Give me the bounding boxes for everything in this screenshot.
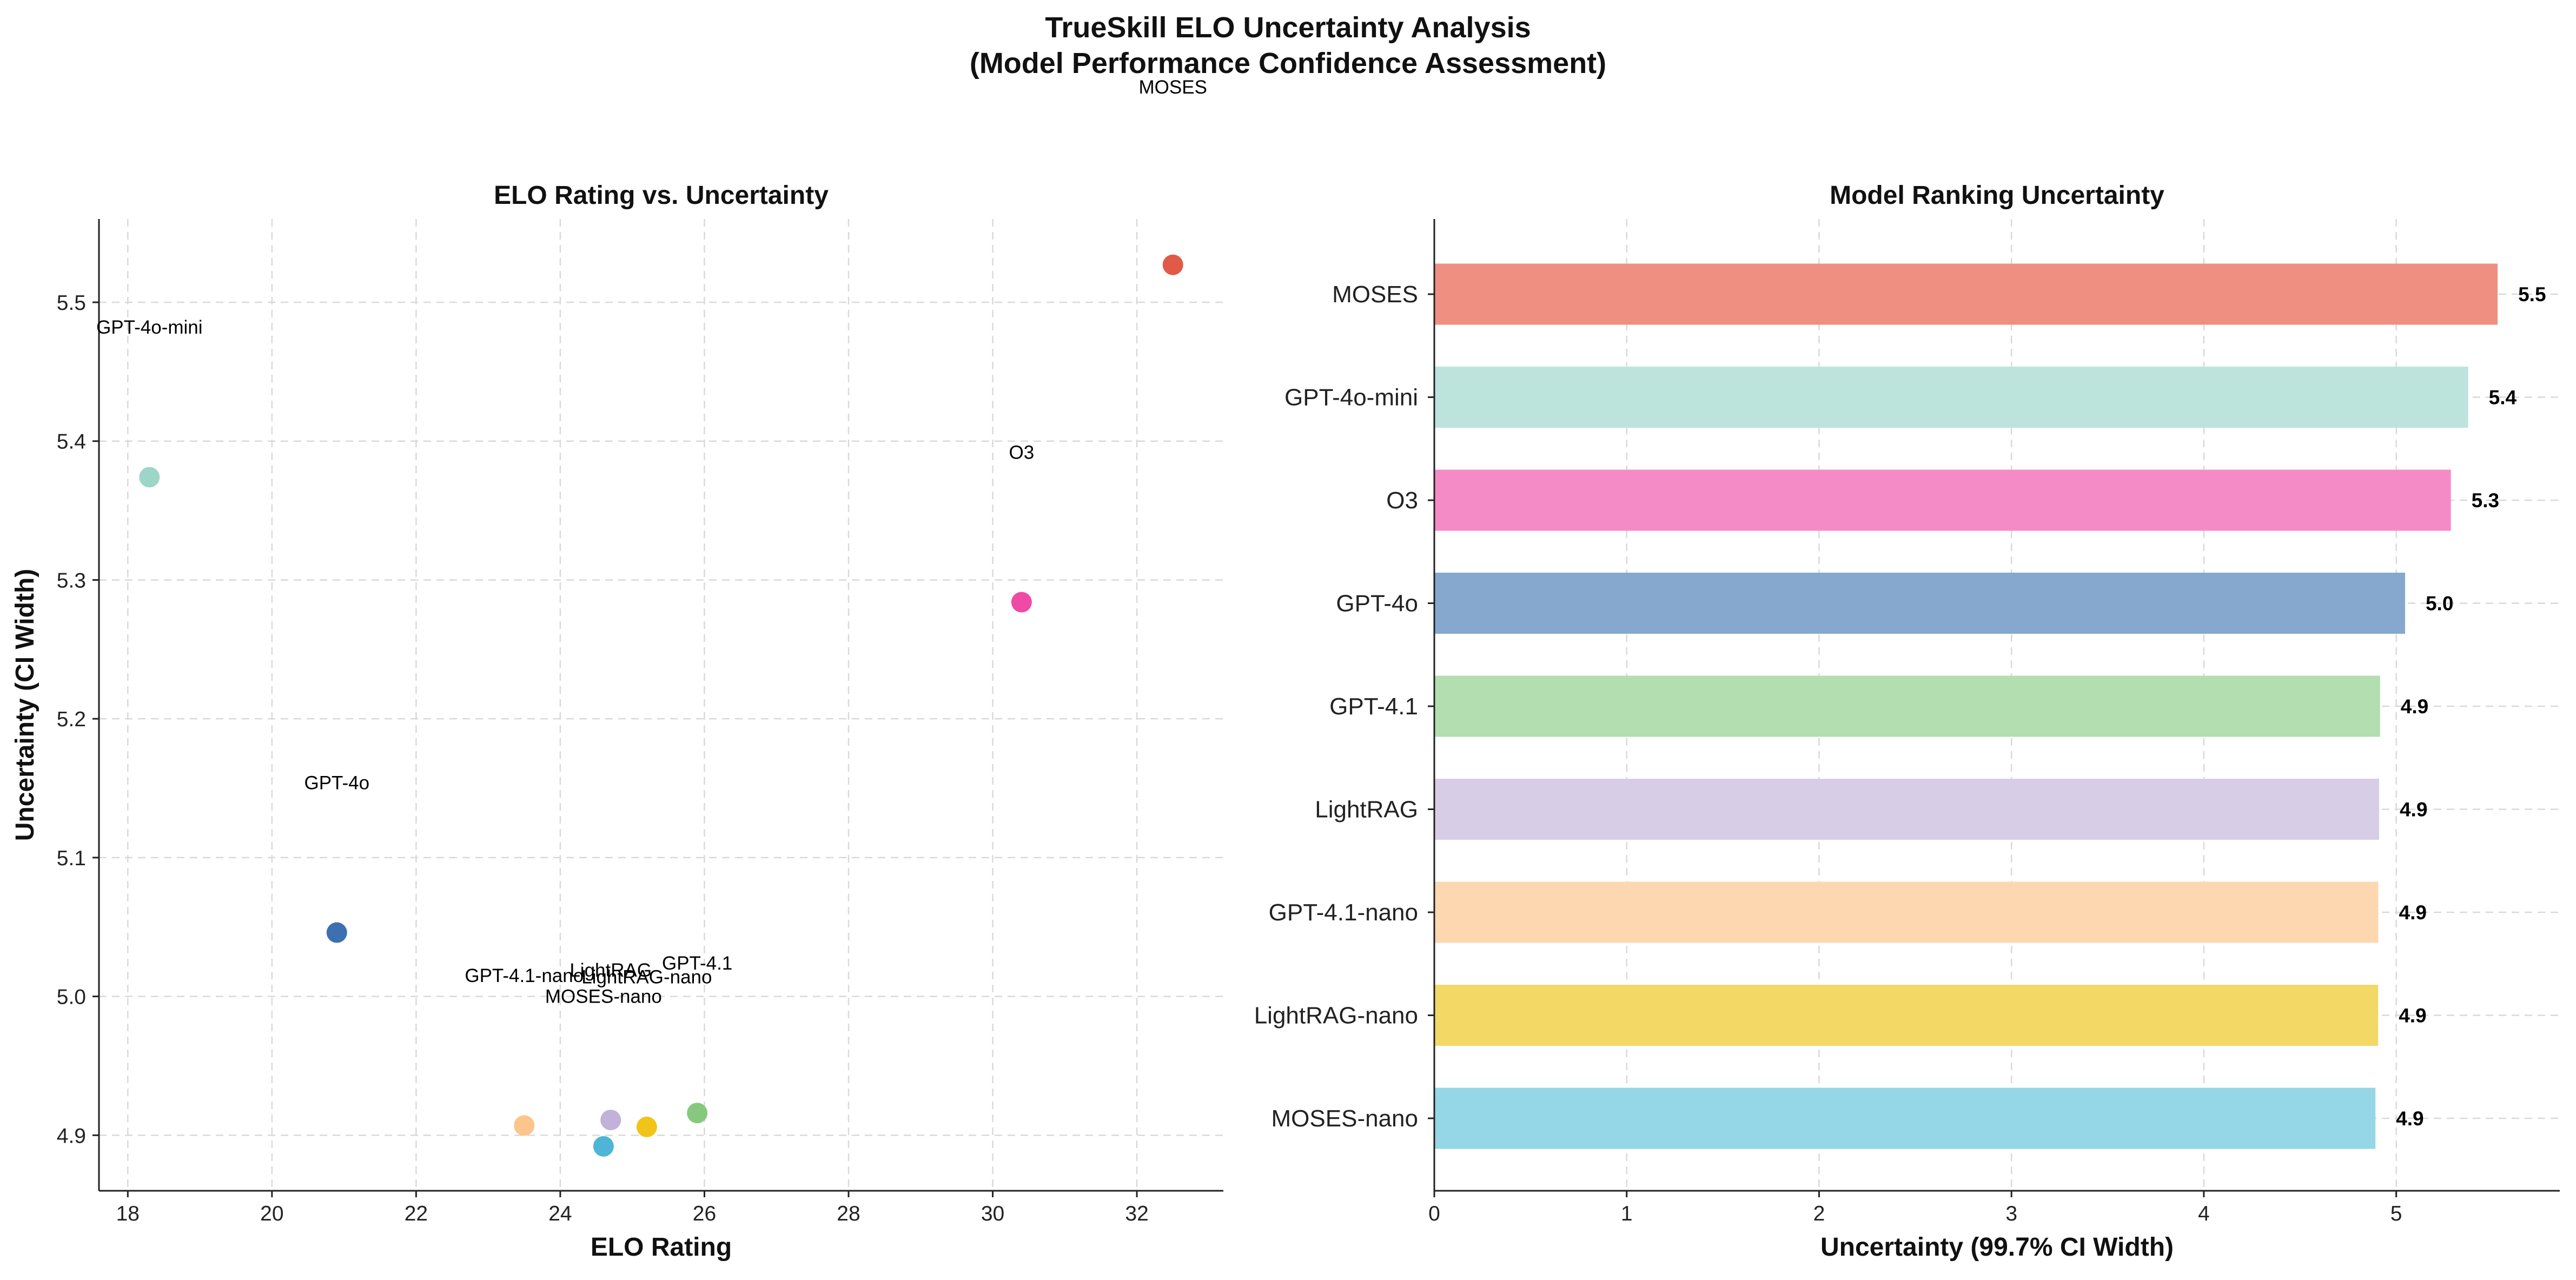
bar-value-label: 5.3	[2472, 489, 2499, 512]
figure-subtitle: (Model Performance Confidence Assessment…	[969, 47, 1607, 79]
bar-value-label: 4.9	[2400, 799, 2427, 821]
scatter-point-label: LightRAG	[569, 960, 652, 981]
bar	[1434, 985, 2379, 1046]
scatter-point-label: GPT-4o-mini	[96, 317, 202, 338]
bar-category-label: LightRAG-nano	[1254, 1003, 1418, 1029]
scatter-x-tick-label: 18	[116, 1202, 140, 1225]
scatter-y-tick-label: 5.0	[57, 986, 86, 1009]
bar	[1434, 1087, 2376, 1149]
scatter-point-label: MOSES-nano	[545, 986, 662, 1007]
scatter-point	[1011, 592, 1032, 613]
scatter-point-label: GPT-4.1	[662, 953, 732, 974]
scatter-point-label: GPT-4o	[304, 772, 369, 793]
scatter-point-label: O3	[1009, 442, 1034, 463]
scatter-point	[600, 1110, 621, 1131]
bar-x-tick-label: 1	[1621, 1202, 1633, 1225]
bar-x-tick-label: 5	[2390, 1202, 2402, 1225]
scatter-y-tick-label: 5.1	[57, 847, 86, 870]
bar	[1434, 263, 2498, 325]
scatter-x-tick-label: 20	[260, 1202, 283, 1225]
scatter-x-tick-label: 28	[837, 1202, 860, 1225]
scatter-x-tick-label: 30	[981, 1202, 1004, 1225]
bar-category-label: GPT-4o	[1336, 591, 1418, 617]
scatter-point-label: GPT-4.1-nano	[465, 965, 584, 986]
bar-category-label: GPT-4o-mini	[1284, 384, 1418, 411]
bar-x-tick-label: 3	[2005, 1202, 2017, 1225]
scatter-y-axis-label: Uncertainty (CI Width)	[11, 569, 39, 841]
scatter-y-tick-label: 4.9	[57, 1124, 86, 1148]
bar-x-tick-label: 4	[2198, 1202, 2210, 1225]
bar	[1434, 573, 2405, 634]
bar-x-tick-label: 0	[1428, 1202, 1440, 1225]
bar-x-tick-label: 2	[1813, 1202, 1825, 1225]
bar	[1434, 881, 2379, 943]
bar-value-label: 5.5	[2518, 283, 2546, 306]
bar-x-axis-label: Uncertainty (99.7% CI Width)	[1820, 1233, 2174, 1262]
scatter-x-tick-label: 24	[548, 1202, 572, 1225]
scatter-title: ELO Rating vs. Uncertainty	[494, 181, 829, 210]
bar-category-label: MOSES	[1332, 281, 1418, 308]
bar-value-label: 4.9	[2399, 1005, 2426, 1027]
scatter-x-tick-label: 22	[405, 1202, 428, 1225]
bar	[1434, 675, 2380, 737]
scatter-point	[514, 1115, 535, 1136]
bar	[1434, 779, 2379, 840]
scatter-x-tick-label: 32	[1125, 1202, 1148, 1225]
scatter-point	[1162, 254, 1183, 275]
bar-value-label: 4.9	[2401, 695, 2428, 718]
bar-category-label: MOSES-nano	[1272, 1105, 1418, 1132]
scatter-x-axis-label: ELO Rating	[591, 1233, 732, 1262]
bar-category-label: O3	[1386, 487, 1418, 514]
bar-value-label: 5.0	[2426, 593, 2453, 615]
scatter-y-tick-label: 5.2	[57, 708, 86, 731]
bar-value-label: 4.9	[2396, 1107, 2423, 1130]
scatter-y-tick-label: 5.3	[57, 569, 86, 592]
bar	[1434, 469, 2451, 531]
figure-title: TrueSkill ELO Uncertainty Analysis	[1045, 11, 1531, 44]
bar-category-label: LightRAG	[1315, 797, 1418, 823]
scatter-point	[326, 922, 347, 943]
scatter-point	[636, 1116, 657, 1137]
scatter-point	[139, 467, 160, 488]
scatter-y-tick-label: 5.5	[57, 291, 86, 315]
scatter-point	[593, 1136, 614, 1157]
scatter-point-label: LightRAG-nano	[581, 967, 712, 988]
bar-value-label: 5.4	[2489, 387, 2517, 409]
bar-title: Model Ranking Uncertainty	[1830, 181, 2164, 210]
scatter-point-label: MOSES	[1139, 77, 1207, 98]
bar-category-label: GPT-4.1-nano	[1269, 899, 1418, 926]
bar-category-label: GPT-4.1	[1329, 693, 1418, 720]
scatter-x-tick-label: 26	[693, 1202, 716, 1225]
bar	[1434, 367, 2468, 428]
scatter-point	[687, 1103, 708, 1124]
bar-value-label: 4.9	[2399, 901, 2427, 924]
scatter-y-tick-label: 5.4	[57, 430, 86, 454]
